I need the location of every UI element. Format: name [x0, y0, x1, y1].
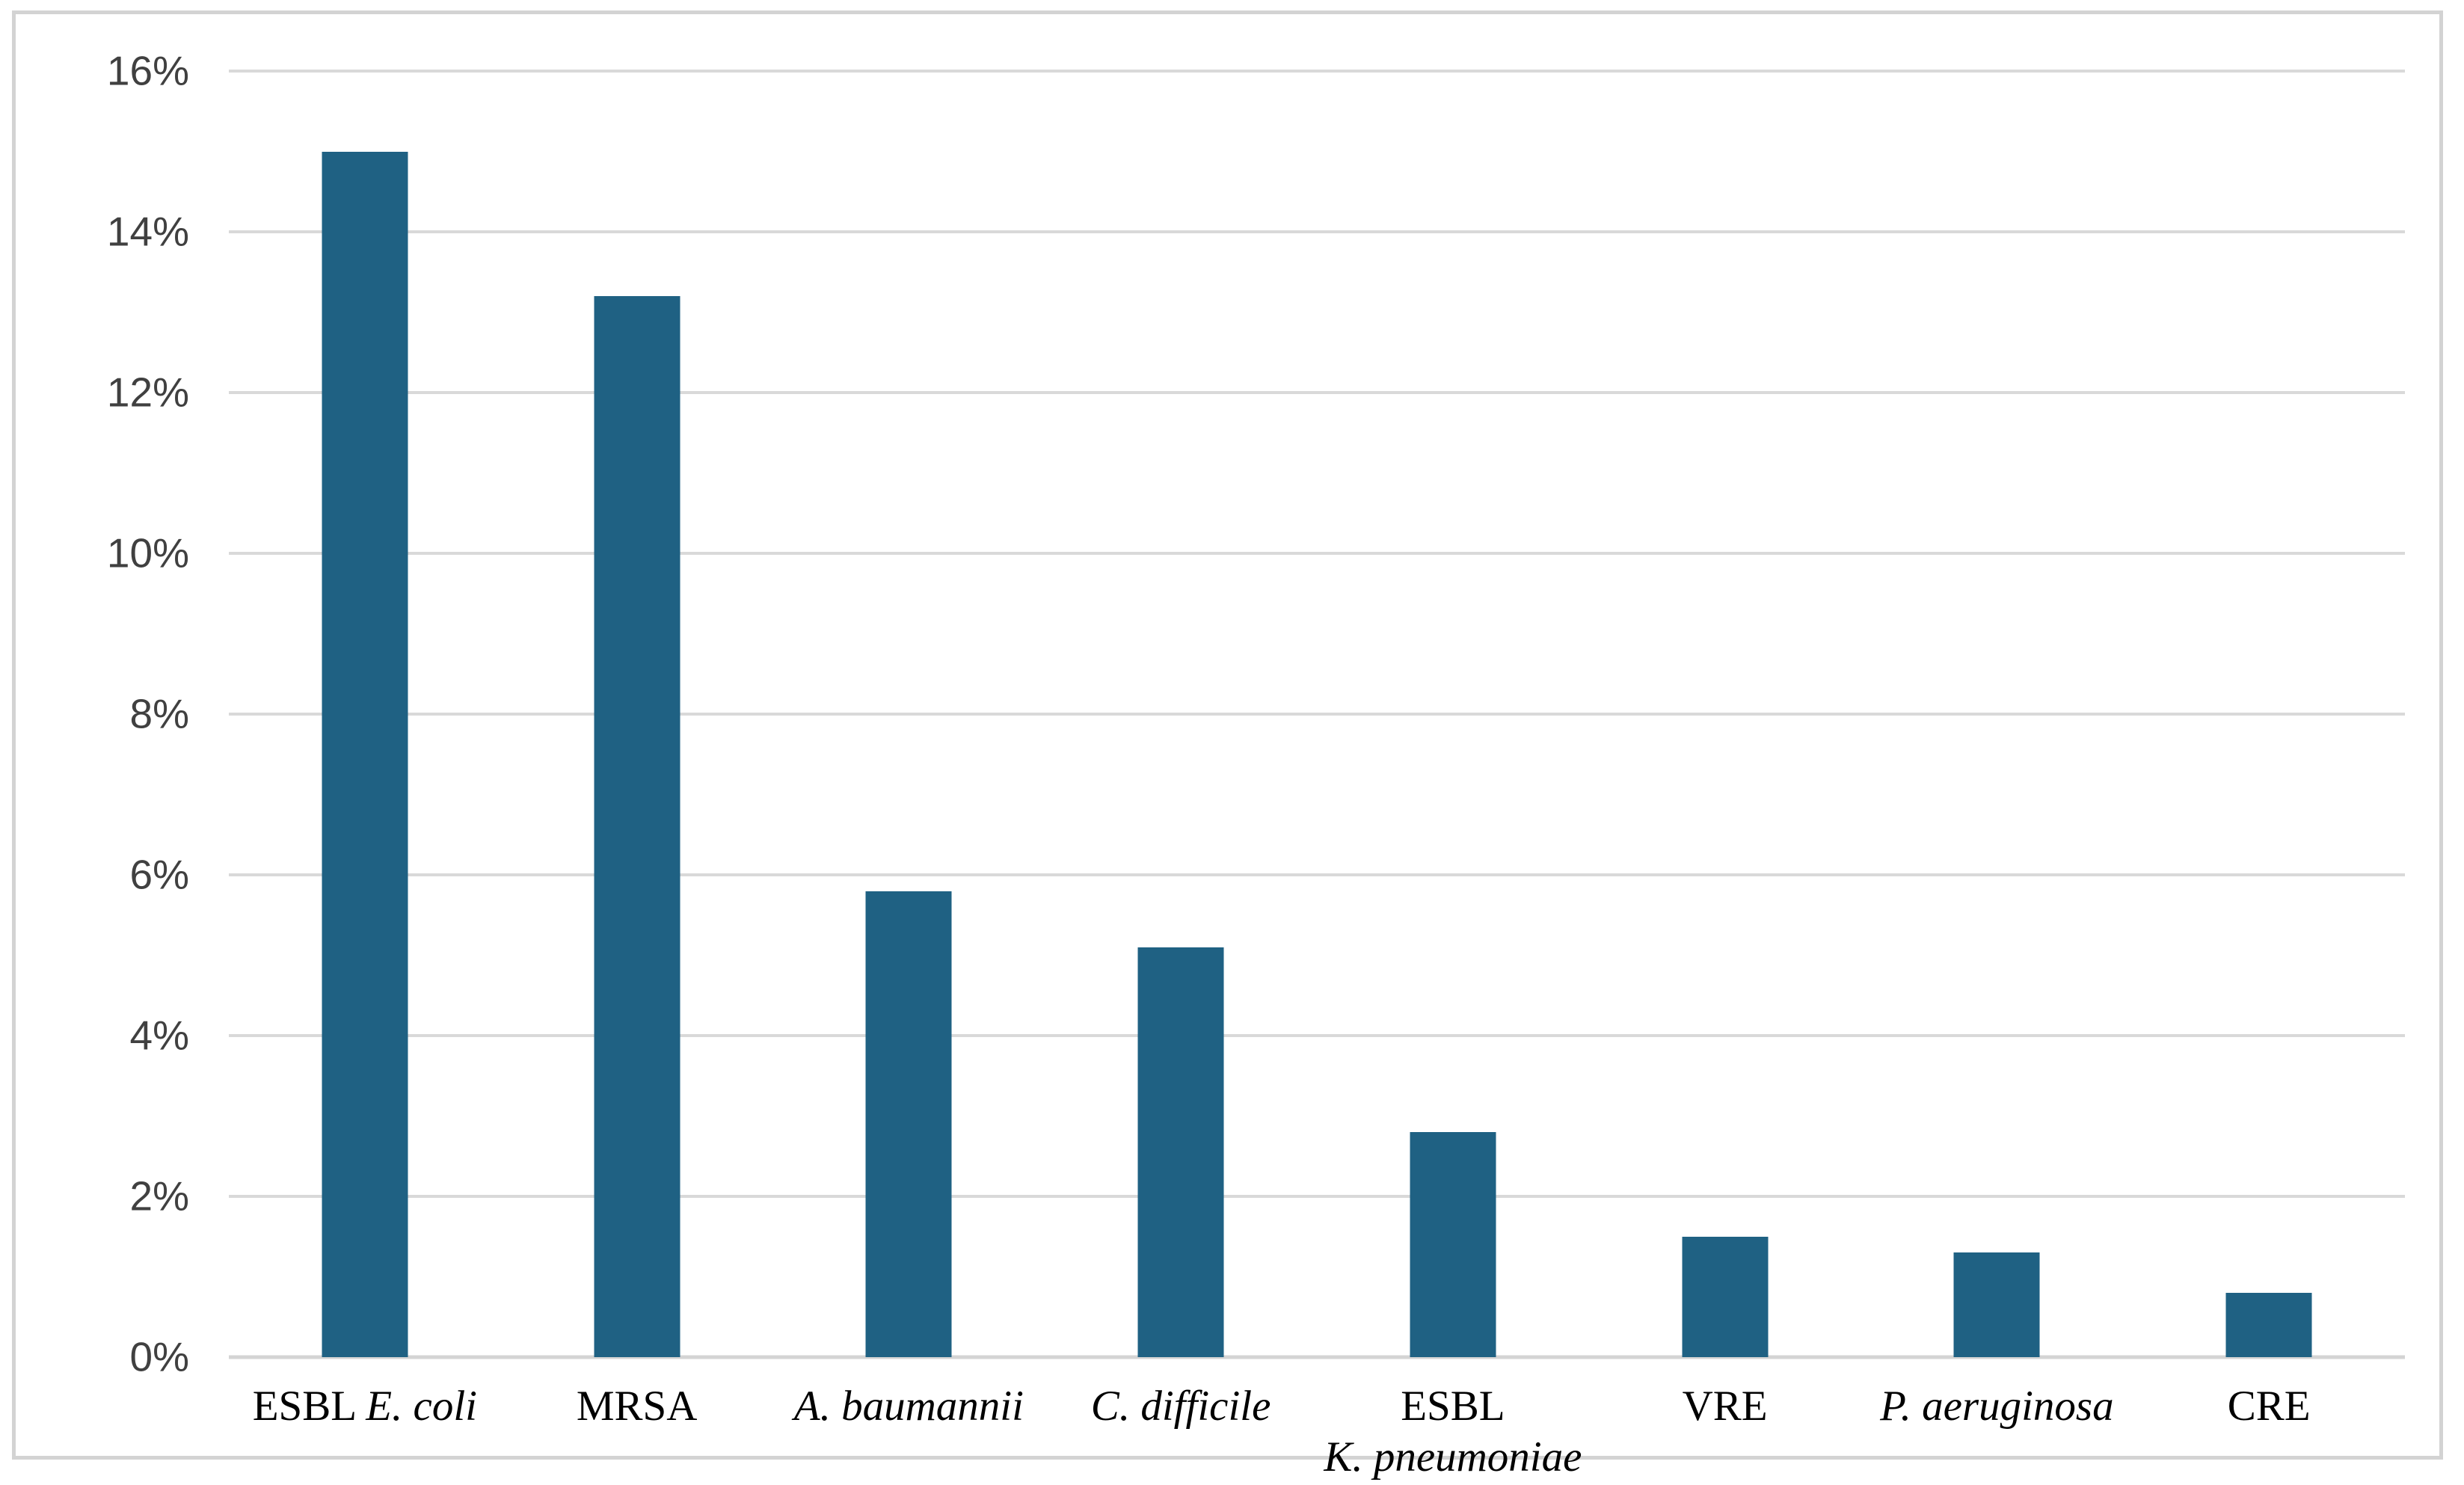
- category-label: MRSA: [501, 1381, 773, 1483]
- gridline: [229, 230, 2405, 233]
- category-label-segment: K. pneumoniae: [1324, 1433, 1582, 1481]
- bar-slot: [1045, 71, 1317, 1357]
- y-tick-label: 8%: [129, 690, 190, 737]
- x-axis: ESBL E. coli MRSA A. baumannii C. difficile…: [229, 1381, 2405, 1483]
- bar-slot: [1861, 71, 2133, 1357]
- category-label-line: ESBL: [1317, 1381, 1589, 1432]
- bar-ESBL E. coli: [322, 151, 408, 1357]
- gridline: [229, 70, 2405, 73]
- bar-CRE: [2225, 1293, 2312, 1357]
- y-tick-label: 2%: [129, 1172, 190, 1220]
- category-label-line: CRE: [2133, 1381, 2405, 1432]
- bar-slot: [1317, 71, 1589, 1357]
- chart-frame: 0% 2% 4% 6% 8% 10% 12% 14% 16% ESBL E. coli MRSA A…: [12, 10, 2443, 1481]
- y-tick-label: 4%: [129, 1012, 190, 1059]
- y-tick-label: 10%: [106, 529, 189, 577]
- y-tick-label: 16%: [106, 47, 189, 94]
- category-label-line: P. aeruginosa: [1861, 1381, 2133, 1432]
- bar-slot: [229, 71, 501, 1357]
- x-axis-baseline: [229, 1355, 2405, 1359]
- category-label-segment: P. aeruginosa: [1880, 1383, 2114, 1430]
- bar-ESBL K. pneumoniae: [1410, 1132, 1496, 1357]
- bar-A. baumannii: [865, 891, 952, 1357]
- bar-slot: [773, 71, 1045, 1357]
- y-tick-label: 6%: [129, 851, 190, 898]
- plot-area: [229, 70, 2405, 1359]
- gridline: [229, 1034, 2405, 1037]
- category-label-segment: E. coli: [366, 1383, 478, 1430]
- category-label-segment: ESBL: [1401, 1383, 1505, 1430]
- category-label-line: ESBL E. coli: [229, 1381, 501, 1432]
- y-tick-label: 0%: [129, 1333, 190, 1380]
- bar-slot: [501, 71, 773, 1357]
- category-label: C. difficile: [1045, 1381, 1317, 1483]
- category-label-line: VRE: [1589, 1381, 1861, 1432]
- y-tick-label: 12%: [106, 369, 189, 416]
- gridline: [229, 873, 2405, 876]
- bar-VRE: [1682, 1236, 1769, 1357]
- gridline: [229, 552, 2405, 555]
- y-axis: 0% 2% 4% 6% 8% 10% 12% 14% 16%: [16, 50, 190, 1377]
- category-label: P. aeruginosa: [1861, 1381, 2133, 1483]
- category-label: CRE: [2133, 1381, 2405, 1483]
- gridline: [229, 713, 2405, 716]
- bars-row: [229, 71, 2405, 1357]
- category-label-segment: MRSA: [576, 1383, 698, 1430]
- bar-slot: [1589, 71, 1861, 1357]
- category-label-line: A. baumannii: [773, 1381, 1045, 1432]
- category-label-line: MRSA: [501, 1381, 773, 1432]
- category-label: A. baumannii: [773, 1381, 1045, 1483]
- category-label-line: C. difficile: [1045, 1381, 1317, 1432]
- category-label-segment: A. baumannii: [793, 1383, 1024, 1430]
- category-label: ESBL E. coli: [229, 1381, 501, 1483]
- category-label-line: K. pneumoniae: [1317, 1432, 1589, 1483]
- category-label: ESBL K. pneumoniae: [1317, 1381, 1589, 1483]
- category-label-segment: ESBL: [252, 1383, 366, 1430]
- gridline: [229, 391, 2405, 394]
- bar-P. aeruginosa: [1953, 1252, 2040, 1357]
- category-label: VRE: [1589, 1381, 1861, 1483]
- category-label-segment: CRE: [2227, 1383, 2311, 1430]
- category-label-segment: C. difficile: [1090, 1383, 1271, 1430]
- bar-MRSA: [594, 296, 680, 1357]
- gridline: [229, 1195, 2405, 1198]
- bar-slot: [2133, 71, 2405, 1357]
- category-label-segment: VRE: [1682, 1383, 1768, 1430]
- y-tick-label: 14%: [106, 208, 189, 255]
- bar-C. difficile: [1137, 947, 1224, 1357]
